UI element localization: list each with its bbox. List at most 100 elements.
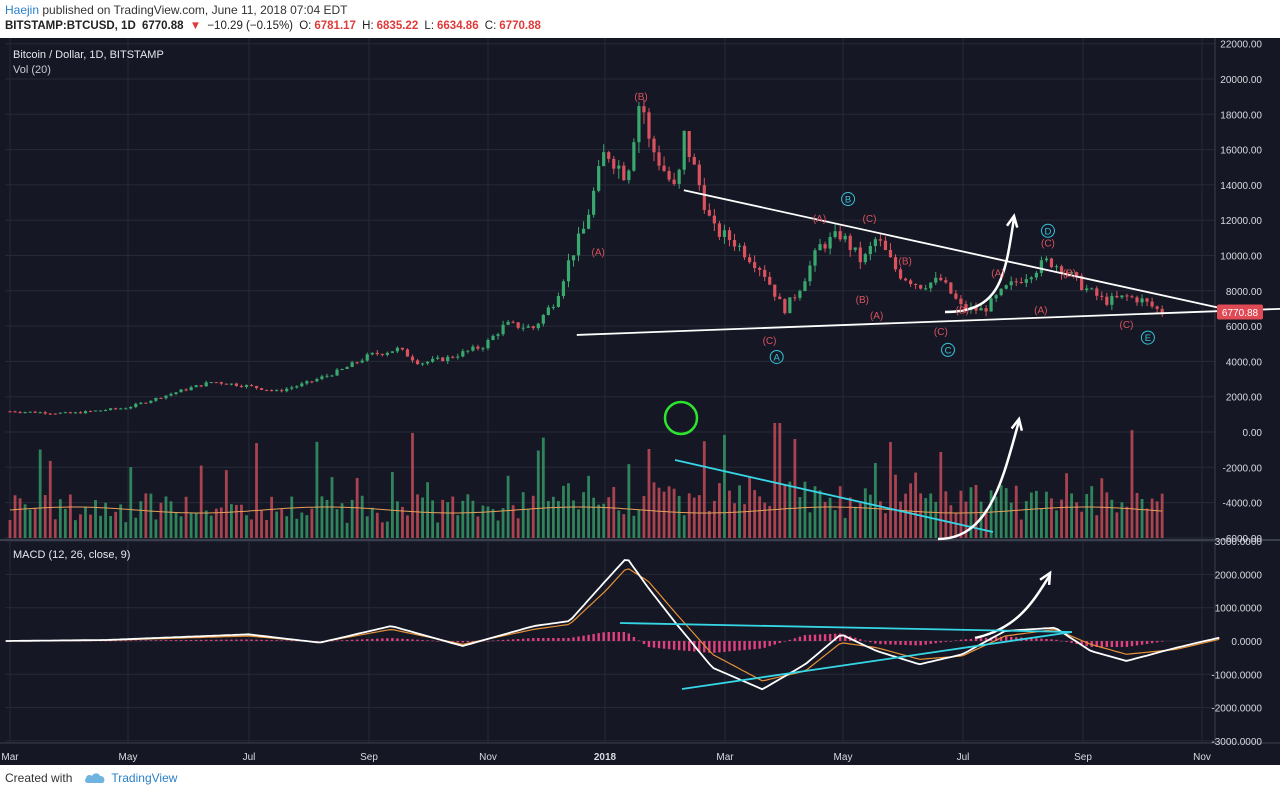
close-value: 6770.88 [499,20,541,32]
volume-bar [325,499,329,538]
candle-body [793,297,797,299]
macd-hist-bar [340,640,344,641]
candle-body [768,276,772,285]
macd-up-arrow[interactable] [974,574,1052,640]
volume-bar [617,510,621,538]
wave-circle-marker [1040,223,1055,238]
macd-hist-bar [1004,636,1008,641]
macd-hist-bar [753,641,756,650]
price-up-arrow[interactable] [944,217,1016,314]
volume-spike-highlight[interactable] [663,400,699,436]
volume-bar [320,496,324,538]
volume-up-arrow[interactable] [937,420,1021,541]
macd-axis-label: 2000.0000 [1215,570,1263,581]
ohlc-line: BITSTAMP:BTCUSD, 1D 6770.88 ▼ −10.29 (−0… [5,20,544,32]
candle-body [179,389,183,393]
macd-hist-bar [542,638,545,641]
macd-trendline-upper[interactable] [619,622,1073,633]
macd-hist-bar [184,640,188,641]
macd-hist-bar [149,640,153,641]
macd-hist-bar [748,641,751,650]
macd-hist-bar [104,640,107,642]
macd-hist-bar [371,638,374,641]
publication-line: Haejin published on TradingView.com, Jun… [5,3,347,17]
candle-body [758,268,762,270]
candle-body [823,244,827,249]
macd-hist-bar [129,640,132,642]
chart-area[interactable]: (B) (A) (A) (C) (B) (C) (B) (A) (C) (B) (A) (C) (B)(… [0,38,1280,765]
candle-body [254,385,259,389]
macd-hist-bar [622,632,626,641]
macd-hist-bar [174,640,178,641]
volume-bar [612,487,616,538]
macd-hist-bar [532,638,535,641]
macd-hist-bar [798,636,802,641]
macd-hist-bar [879,641,882,645]
volume-bar [506,475,510,538]
macd-title: MACD (12, 26, close, 9) [13,549,130,561]
candle-body [1014,281,1018,283]
price-axis-label: -6000.00 [1223,534,1263,545]
volume-bar [788,481,792,538]
candle-body [682,131,686,170]
macd-hist-bar [899,641,902,645]
macd-hist-bar [451,641,454,642]
volume-bar [858,503,862,538]
macd-hist-bar [597,633,600,641]
candle-body [400,347,405,350]
macd-hist-bar [154,640,158,641]
macd-hist-bar [381,638,384,641]
author-link[interactable]: Haejin [5,3,40,17]
volume-bar [526,508,530,538]
macd-hist-bar [99,640,102,642]
high-value: 6835.22 [376,20,419,32]
candle-body [667,170,671,180]
macd-hist-bar [260,639,263,641]
candle-body [732,240,737,247]
volume-bar [647,448,651,538]
trendline[interactable] [683,189,1263,319]
candle-body [395,347,400,352]
volume-bar [43,495,47,538]
tradingview-link[interactable]: TradingView [78,771,177,785]
volume-bar [179,516,183,538]
volume-bar [1045,491,1048,538]
macd-hist-bar [486,640,490,642]
volume-bar [154,519,158,538]
candle-body [647,112,651,139]
macd-hist-bar [924,641,927,645]
candle-body [1105,296,1109,305]
macd-hist-bar [547,638,550,641]
trendline[interactable] [674,459,994,533]
macd-trendline-lower[interactable] [681,631,1073,690]
macd-hist-bar [506,639,510,641]
trendline[interactable] [576,307,1280,336]
volume-bar [53,519,57,538]
macd-hist-bar [572,637,575,641]
candle-body [677,169,681,184]
volume-bar [994,496,998,538]
volume-bar [733,503,736,538]
price-axis-label: -4000.00 [1223,499,1263,510]
volume-bar [380,522,384,538]
macd-hist-bar [738,641,741,651]
volume-bar [743,504,746,538]
macd-hist-bar [406,639,409,641]
price-chart-svg[interactable]: (B)(A)(A) (C)(B)(C)(B)(A)(C)(B)(A)(C)(B)(… [0,38,1280,765]
macd-hist-bar [617,632,620,641]
candle-body [83,411,88,414]
volume-bar [461,500,465,538]
volume-bar [375,512,379,538]
volume-bar [1014,485,1018,538]
macd-hist-bar [929,641,932,644]
macd-hist-bar [964,639,968,641]
volume-bar [828,497,832,538]
macd-hist-bar [713,641,716,653]
candle-body [1110,295,1114,305]
price-axis-label: 8000.00 [1226,287,1263,298]
candle-body [571,255,576,261]
candle-body [300,383,304,387]
candle-body [481,348,485,350]
macd-hist-bar [537,638,540,641]
low-value: 6634.86 [437,20,479,32]
